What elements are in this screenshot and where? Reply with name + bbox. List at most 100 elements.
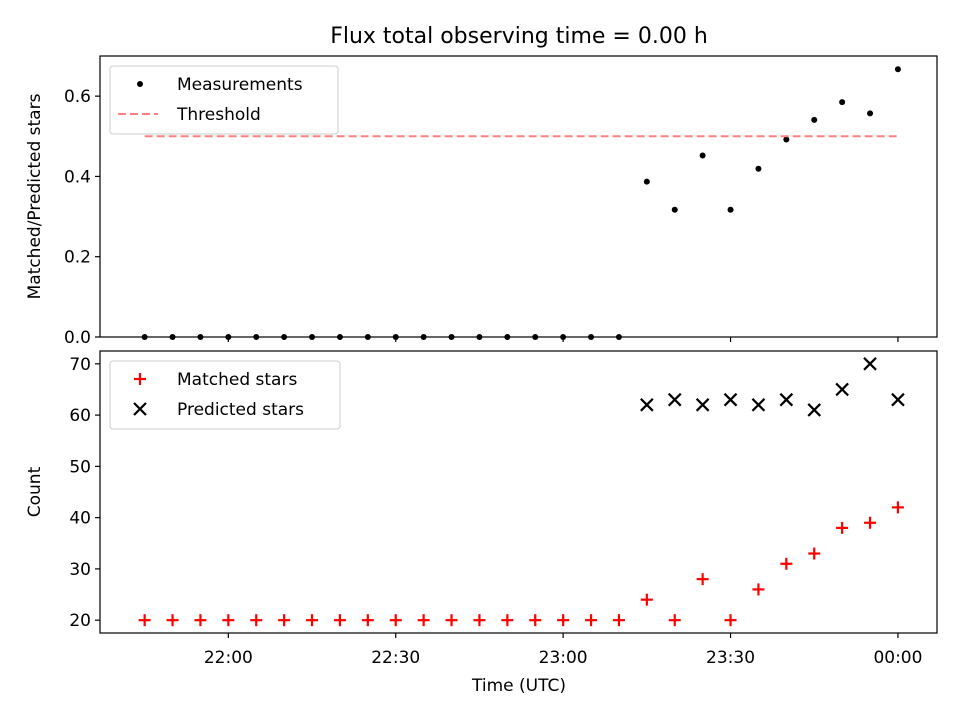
x-axis-label: Time (UTC) xyxy=(471,676,566,696)
measurement-point xyxy=(839,99,846,106)
measurement-point xyxy=(169,334,176,340)
measurement-point xyxy=(336,334,343,340)
legend-label: Measurements xyxy=(177,75,303,95)
y-tick-label: 70 xyxy=(69,355,91,375)
legend-box xyxy=(109,360,341,430)
measurement-point xyxy=(755,165,762,172)
measurement-point xyxy=(532,334,539,340)
measurement-point xyxy=(253,334,260,340)
matched-star-point xyxy=(389,614,402,627)
y-tick-label: 40 xyxy=(69,509,91,529)
matched-star-point xyxy=(473,614,486,627)
measurement-point xyxy=(867,110,874,117)
x-tick-label: 00:00 xyxy=(873,648,922,668)
matched-star-point xyxy=(529,614,542,627)
matched-star-point xyxy=(752,583,765,596)
matched-star-point xyxy=(612,614,625,627)
measurement-point xyxy=(309,334,316,340)
y-tick-label: 50 xyxy=(69,457,91,477)
matched-star-point xyxy=(864,516,877,529)
measurement-point xyxy=(364,334,371,340)
predicted-star-point xyxy=(695,398,710,412)
measurement-point xyxy=(615,334,622,340)
x-tick-label: 22:30 xyxy=(371,648,420,668)
y-axis-label: Count xyxy=(25,466,45,517)
measurement-point xyxy=(448,334,455,340)
measurement-point xyxy=(671,206,678,213)
matched-star-point xyxy=(640,593,653,606)
predicted-star-point xyxy=(891,392,905,407)
matched-star-point xyxy=(138,614,151,627)
matched-star-point xyxy=(780,557,793,570)
y-tick-label: 60 xyxy=(69,406,91,426)
legend: Measurements Threshold xyxy=(109,65,339,135)
matched-star-point xyxy=(668,614,681,627)
predicted-star-point xyxy=(863,357,877,371)
matched-star-point xyxy=(361,614,374,627)
count-panel: 20 30 40 50 60 70 22:00 22:30 23:00 23:30 00:00 Cou… xyxy=(25,350,938,696)
matched-star-point xyxy=(222,614,235,627)
legend-matched-swatch xyxy=(134,373,146,385)
legend-predicted-swatch xyxy=(133,402,147,416)
y-tick-label: 0.0 xyxy=(64,328,91,348)
measurement-point xyxy=(727,206,734,213)
measurement-point xyxy=(643,178,650,185)
matched-star-point xyxy=(278,614,291,627)
matched-star-point xyxy=(306,614,319,627)
y-tick-label: 0.6 xyxy=(64,87,91,107)
legend: Matched stars Predicted stars xyxy=(109,360,341,430)
measurement-point xyxy=(141,334,148,340)
y-tick-label: 20 xyxy=(69,611,91,631)
matched-star-point xyxy=(166,614,179,627)
matched-star-point xyxy=(501,614,514,627)
measurement-point xyxy=(420,334,427,340)
matched-star-point xyxy=(836,521,849,534)
predicted-star-point xyxy=(779,392,794,407)
matched-star-point xyxy=(585,614,598,627)
matched-star-point xyxy=(445,614,458,627)
predicted-star-point xyxy=(723,392,738,407)
measurement-point xyxy=(588,334,595,340)
x-tick-label: 23:00 xyxy=(539,648,588,668)
matched-star-point xyxy=(333,614,346,627)
measurement-point xyxy=(197,334,204,340)
matched-star-point xyxy=(417,614,430,627)
matched-star-point xyxy=(696,573,709,586)
measurement-point xyxy=(476,334,483,340)
measurement-point xyxy=(699,152,706,159)
matched-star-point xyxy=(250,614,263,627)
y-tick-label: 30 xyxy=(69,560,91,580)
legend-label: Threshold xyxy=(176,105,261,125)
legend-label: Predicted stars xyxy=(177,400,304,420)
x-tick-label: 22:00 xyxy=(204,648,253,668)
predicted-star-point xyxy=(751,398,766,412)
y-axis-label: Matched/Predicted stars xyxy=(25,93,45,299)
axes-frame xyxy=(99,350,938,634)
ratio-panel: 0.0 0.2 0.4 0.6 Matched/Predicted stars Measu… xyxy=(25,55,938,348)
predicted-star-point xyxy=(667,392,682,407)
x-tick-label: 23:30 xyxy=(706,648,755,668)
axes-frame xyxy=(99,55,938,338)
legend-box xyxy=(109,65,339,135)
measurement-point xyxy=(281,334,288,340)
matched-star-point xyxy=(557,614,570,627)
predicted-star-point xyxy=(807,403,822,417)
measurement-point xyxy=(811,116,818,123)
legend-measurement-swatch xyxy=(137,81,143,87)
measurement-point xyxy=(560,334,567,340)
predicted-star-point xyxy=(835,382,849,397)
legend-label: Matched stars xyxy=(177,370,297,390)
measurement-point xyxy=(783,136,790,143)
matched-star-point xyxy=(891,501,904,514)
predicted-star-point xyxy=(640,398,654,412)
y-tick-label: 0.4 xyxy=(64,167,91,187)
measurement-point xyxy=(504,334,511,340)
measurement-point xyxy=(225,334,232,340)
matched-star-point xyxy=(808,547,821,560)
measurement-point xyxy=(392,334,399,340)
measurement-point xyxy=(894,66,901,73)
chart-title: Flux total observing time = 0.00 h xyxy=(330,24,708,49)
matched-star-point xyxy=(194,614,207,627)
y-tick-label: 0.2 xyxy=(64,248,91,268)
